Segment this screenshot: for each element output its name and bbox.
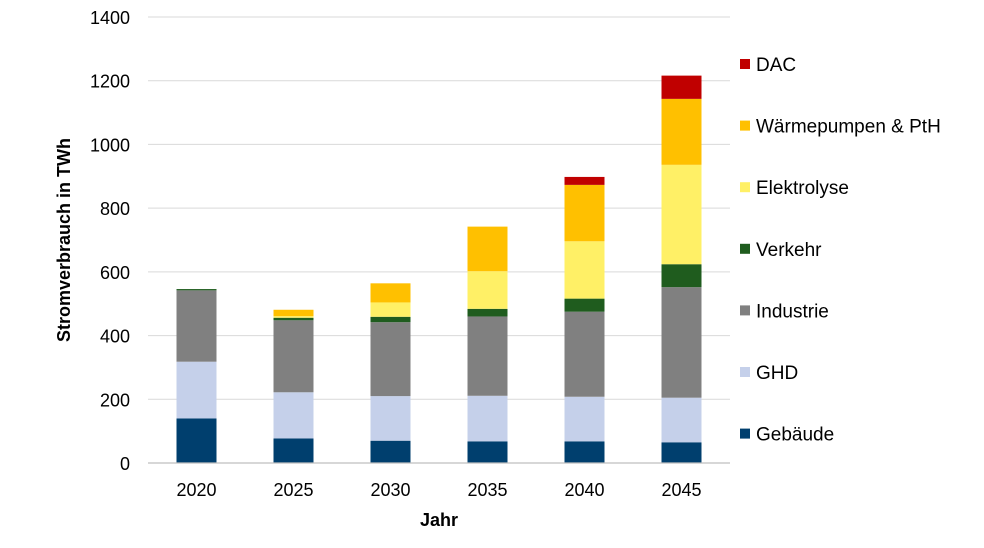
x-tick-label: 2040	[564, 480, 604, 500]
bar-segment	[370, 396, 411, 441]
bar-segment	[273, 309, 314, 317]
bar-segment	[273, 392, 314, 439]
legend-swatch	[740, 59, 750, 69]
bar-segment	[467, 441, 508, 463]
legend-label: DAC	[756, 55, 796, 76]
bar-segment	[273, 320, 314, 393]
bar-segment	[661, 397, 702, 443]
bar-segment	[273, 317, 314, 321]
bar-segment	[661, 264, 702, 288]
x-tick-label: 2035	[467, 480, 507, 500]
legend-swatch	[740, 120, 750, 131]
bar-segment	[661, 75, 702, 99]
y-tick-label: 1000	[90, 135, 130, 155]
bar-segment	[661, 442, 702, 463]
x-tick-label: 2030	[370, 480, 410, 500]
bar-segment	[176, 289, 217, 291]
legend-label: GHD	[756, 363, 798, 384]
bar-segment	[661, 287, 702, 398]
bar-segment	[273, 316, 314, 318]
bar-segment	[467, 395, 508, 442]
y-tick-label: 400	[100, 327, 130, 347]
bar-segment	[370, 283, 411, 303]
legend-label: Industrie	[756, 301, 829, 322]
legend-swatch	[740, 305, 750, 316]
legend-swatch	[740, 182, 750, 193]
bar-segment	[370, 322, 411, 397]
y-tick-label: 800	[100, 199, 130, 219]
x-axis-title: Jahr	[420, 510, 458, 530]
y-tick-label: 0	[120, 454, 130, 474]
legend-label: Wärmepumpen & PtH	[756, 117, 941, 138]
bar-segment	[564, 176, 605, 185]
gridlines	[148, 16, 730, 464]
y-tick-label: 1400	[90, 8, 130, 28]
legend-swatch	[740, 243, 750, 254]
bar-segment	[176, 418, 217, 463]
x-axis: 2020 2025 2030 2035 2040 2045	[148, 462, 730, 500]
y-tick-label: 1200	[90, 72, 130, 92]
bar-segment	[370, 440, 411, 463]
y-tick-label: 200	[100, 390, 130, 410]
legend: DAC Wärmepumpen & PtH Elektrolyse Verkehr In…	[740, 55, 941, 446]
y-axis: 0 200 400 600 800 1000 1200 1400	[90, 8, 130, 474]
bar-segment	[467, 226, 508, 272]
bar-segment	[467, 316, 508, 396]
bar-segment	[564, 396, 605, 442]
x-tick-label: 2020	[176, 480, 216, 500]
bar-segment	[661, 98, 702, 165]
bar-segment	[564, 441, 605, 463]
bar-segment	[661, 164, 702, 265]
bar-segment	[564, 311, 605, 397]
bar-segment	[467, 271, 508, 309]
bar-segment	[564, 241, 605, 299]
bar-segment	[370, 316, 411, 323]
legend-label: Elektrolyse	[756, 178, 849, 199]
legend-label: Gebäude	[756, 425, 834, 446]
x-tick-label: 2025	[273, 480, 313, 500]
legend-swatch	[740, 428, 750, 439]
bar-segment	[370, 302, 411, 317]
bar-segment	[564, 298, 605, 312]
legend-swatch	[740, 367, 750, 377]
bar-segment	[176, 290, 217, 362]
x-tick-label: 2045	[661, 480, 701, 500]
legend-label: Verkehr	[756, 240, 822, 261]
y-axis-title: Stromverbrauch in TWh	[54, 138, 74, 342]
y-tick-label: 600	[100, 263, 130, 283]
bar-segment	[564, 184, 605, 242]
bar-segment	[467, 308, 508, 317]
bars	[176, 75, 702, 463]
bar-segment	[176, 361, 217, 419]
bar-segment	[273, 438, 314, 463]
